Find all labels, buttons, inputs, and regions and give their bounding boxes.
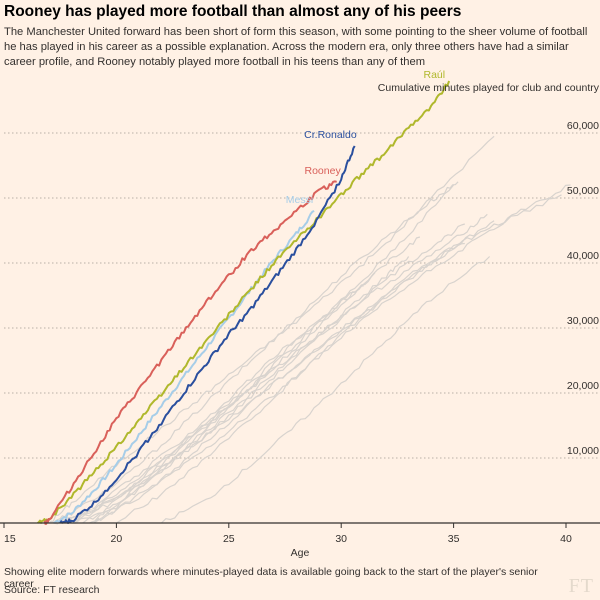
x-axis-label: Age: [291, 547, 310, 559]
x-tick-label: 30: [335, 533, 347, 545]
y-tick-label: 60,000: [567, 120, 599, 132]
y-tick-label: 20,000: [567, 380, 599, 392]
series-line-crronaldo: [59, 145, 356, 524]
series-line-rooney: [43, 180, 337, 525]
x-tick-label: 40: [560, 533, 572, 545]
y-tick-label: 30,000: [567, 315, 599, 327]
series-label-ral: Raúl: [423, 69, 445, 81]
y-tick-label: 40,000: [567, 250, 599, 262]
other-player-line: [116, 242, 465, 524]
footnote: Showing elite modern forwards where minu…: [4, 566, 538, 590]
other-player-line: [71, 236, 421, 524]
gridlines: 10,000 20,000 30,000 40,000 50,000 60,000: [4, 120, 600, 459]
highlighted-players-series: Raúl Cr.Ronaldo Rooney Messi: [37, 69, 451, 525]
axes: 15 20 25 30 35 40: [0, 522, 600, 545]
series-label-crronaldo: Cr.Ronaldo: [304, 129, 357, 141]
source: Source: FT research: [4, 584, 100, 596]
other-player-line: [71, 272, 376, 524]
other-player-line: [60, 184, 455, 524]
other-player-line: [71, 285, 364, 524]
y-axis-label: Cumulative minutes played for club and c…: [378, 82, 600, 94]
other-player-line: [93, 184, 571, 524]
series-label-rooney: Rooney: [305, 165, 342, 177]
other-player-line: [53, 194, 562, 525]
series-line-ral: [37, 80, 451, 524]
series-line-messi: [53, 210, 315, 524]
ft-logo: FT: [568, 575, 594, 597]
other-player-line: [66, 213, 488, 524]
x-tick-label: 35: [448, 533, 460, 545]
y-tick-label: 10,000: [567, 445, 599, 457]
y-tick-label: 50,000: [567, 185, 599, 197]
other-player-line: [48, 135, 495, 524]
other-player-line: [48, 181, 459, 524]
series-label-messi: Messi: [286, 194, 313, 206]
other-player-line: [160, 256, 491, 524]
x-tick-label: 15: [4, 533, 16, 545]
other-player-line: [93, 220, 495, 524]
chart-subtitle: The Manchester United forward has been s…: [4, 26, 588, 68]
x-tick-label: 20: [111, 533, 123, 545]
chart-title: Rooney has played more football than alm…: [4, 3, 462, 20]
other-player-line: [89, 223, 465, 524]
other-players-series: [48, 135, 571, 525]
other-player-line: [82, 256, 410, 524]
x-tick-label: 25: [223, 533, 235, 545]
